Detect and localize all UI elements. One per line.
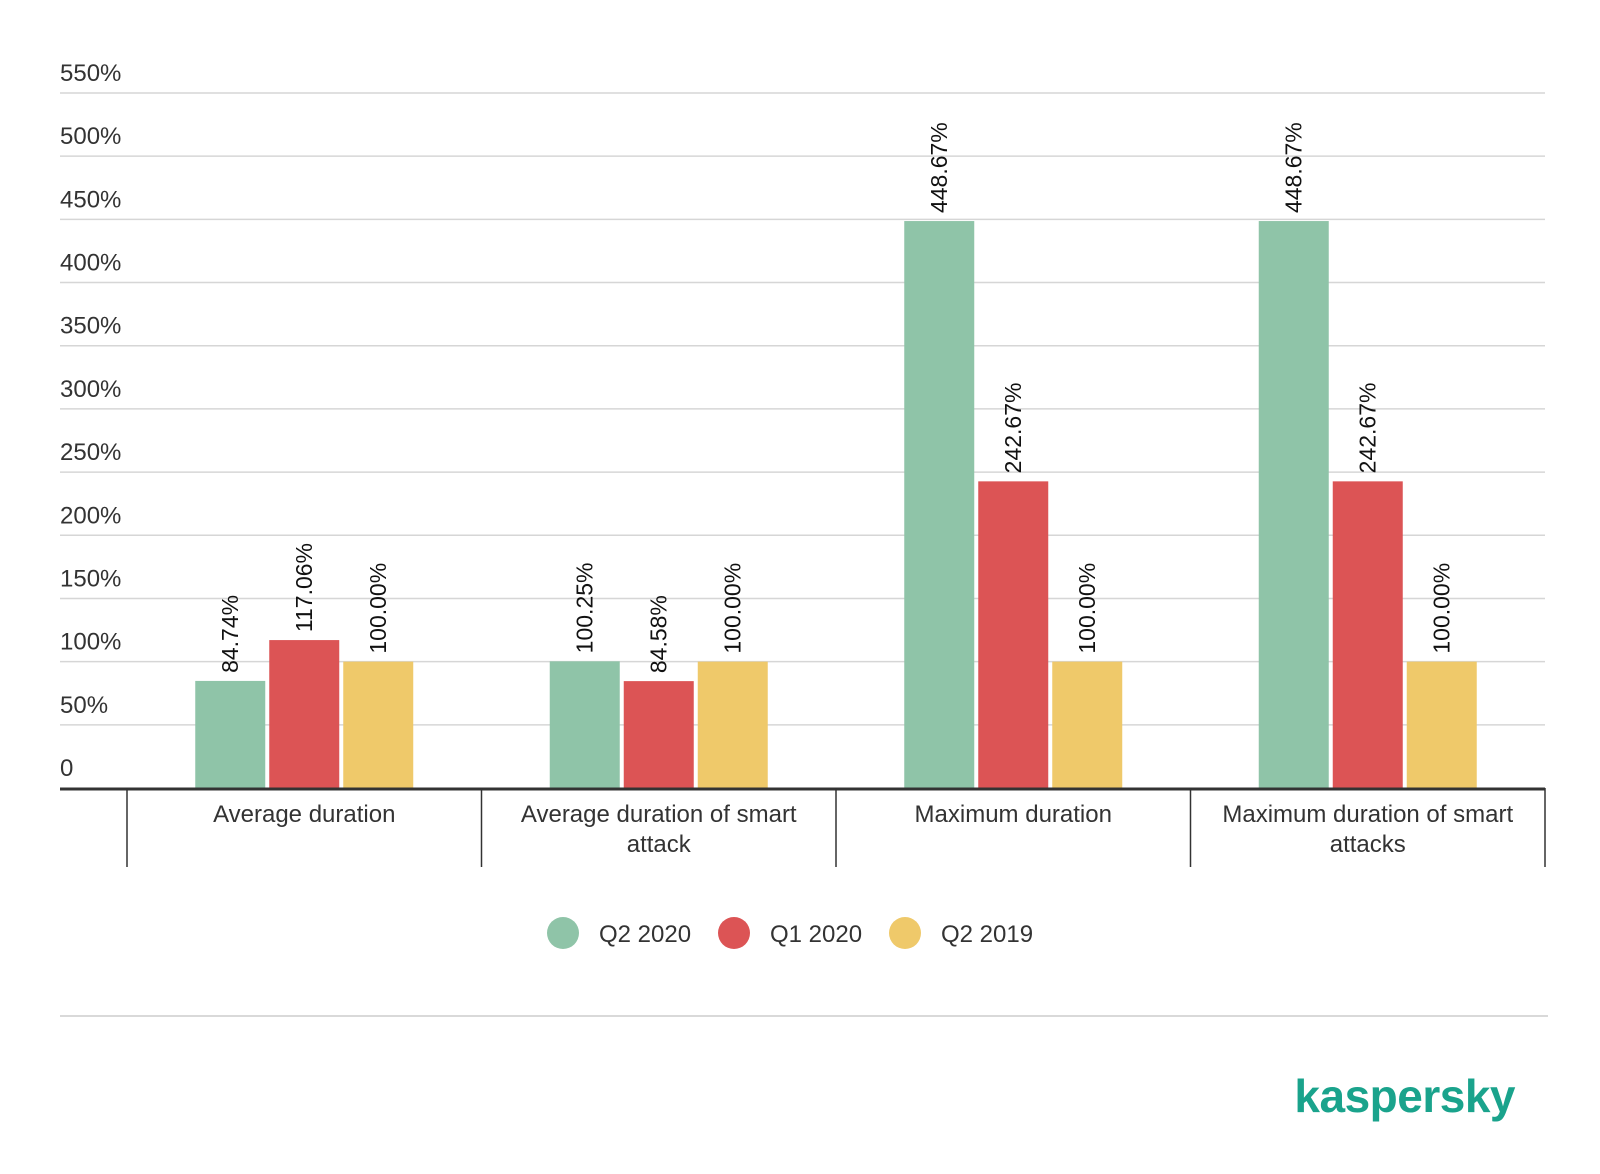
y-tick-label: 400% — [60, 250, 121, 277]
bar — [904, 221, 975, 789]
x-tick-label: Average duration of smart — [521, 801, 797, 828]
bar — [697, 661, 768, 788]
bar — [195, 680, 266, 788]
bar — [343, 661, 414, 788]
legend-label: Q2 2020 — [599, 921, 691, 948]
data-label: 100.00% — [1074, 563, 1100, 654]
legend-swatch — [547, 917, 579, 949]
bar — [1052, 661, 1123, 788]
y-tick-label: 150% — [60, 565, 121, 592]
y-tick-label: 350% — [60, 313, 121, 340]
data-label: 100.25% — [572, 563, 598, 654]
legend-label: Q2 2019 — [941, 921, 1033, 948]
data-label: 84.74% — [217, 595, 243, 673]
y-tick-label: 300% — [60, 376, 121, 403]
legend-swatch — [889, 917, 921, 949]
data-label: 242.67% — [1000, 383, 1026, 474]
y-tick-label: 500% — [60, 123, 121, 150]
legend-label: Q1 2020 — [770, 921, 862, 948]
data-label: 242.67% — [1355, 383, 1381, 474]
bar — [549, 661, 620, 788]
y-tick-label: 450% — [60, 186, 121, 213]
data-label: 448.67% — [926, 122, 952, 213]
bars: 84.74% 117.06% 100.00% 100.25% 84.58% 100.00%… — [195, 122, 1477, 789]
y-tick-label: 0 — [60, 755, 73, 782]
data-label: 100.00% — [1429, 563, 1455, 654]
bar — [1332, 481, 1403, 788]
x-axis: Average duration Average duration of smar… — [60, 787, 1546, 867]
legend: Q2 2020 Q1 2020 Q2 2019 — [547, 917, 1033, 949]
x-tick-label: Maximum duration of smart — [1222, 801, 1513, 828]
x-tick-label: attack — [627, 831, 692, 858]
y-tick-label: 50% — [60, 692, 108, 719]
y-tick-label: 100% — [60, 629, 121, 656]
bar — [1258, 221, 1329, 789]
bar — [269, 640, 340, 788]
y-tick-label: 250% — [60, 439, 121, 466]
y-tick-label: 200% — [60, 502, 121, 529]
data-label: 84.58% — [646, 595, 672, 673]
x-tick-label: attacks — [1330, 831, 1406, 858]
legend-swatch — [718, 917, 750, 949]
x-tick-label: Maximum duration — [915, 801, 1112, 828]
y-tick-label: 550% — [60, 60, 121, 87]
x-tick-label: Average duration — [213, 801, 395, 828]
data-label: 100.00% — [720, 563, 746, 654]
bar — [978, 481, 1049, 788]
y-axis: 0 50% 100% 150% 200% 250% 300% 350% 400% 450% 500%… — [60, 60, 121, 782]
data-label: 100.00% — [365, 563, 391, 654]
data-label: 117.06% — [291, 543, 317, 632]
data-label: 448.67% — [1281, 122, 1307, 213]
bar — [623, 681, 694, 788]
bar — [1406, 661, 1477, 788]
kaspersky-logo: kaspersky — [1294, 1070, 1515, 1122]
